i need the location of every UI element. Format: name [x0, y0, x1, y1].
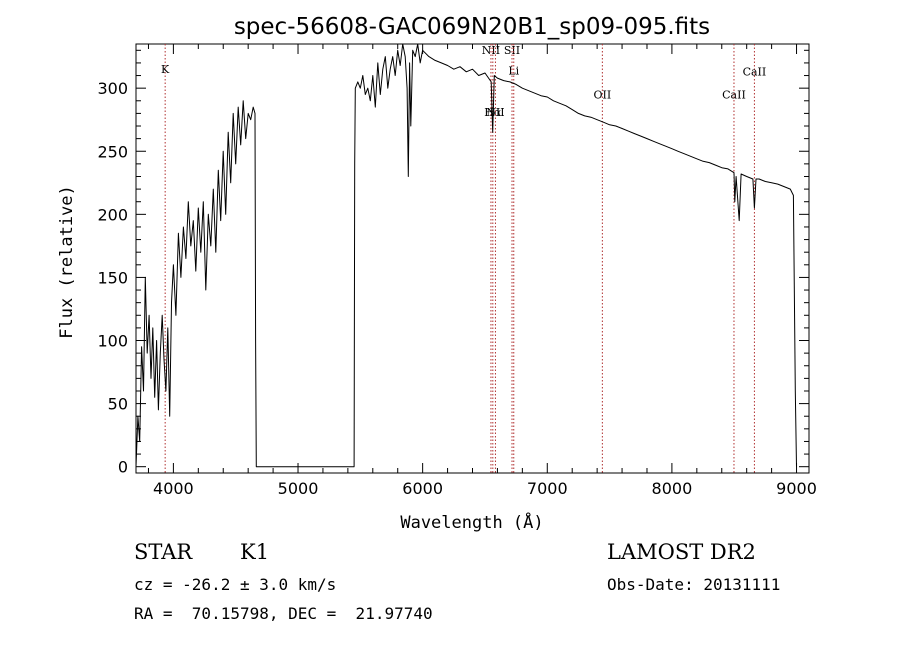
y-tick-label: 200: [97, 205, 128, 224]
y-tick-label: 250: [97, 142, 128, 161]
x-tick-label: 5000: [278, 479, 319, 498]
x-tick-label: 7000: [527, 479, 568, 498]
spectral-line-label: Li: [508, 64, 519, 77]
y-tick-label: 100: [97, 332, 128, 351]
chart-title: spec-56608-GAC069N20B1_sp09-095.fits: [234, 14, 710, 40]
x-tick-label: 9000: [776, 479, 817, 498]
x-tick-label: 4000: [153, 479, 194, 498]
survey-name: LAMOST DR2: [607, 540, 756, 564]
x-tick-label: 6000: [402, 479, 443, 498]
spectral-line-label: K: [161, 63, 170, 76]
spectral-line-label: NII: [482, 44, 500, 57]
y-tick-label: 50: [108, 395, 128, 414]
spectral-line-label: CaII: [743, 66, 767, 79]
observation-date: Obs-Date: 20131111: [607, 575, 781, 594]
x-axis-label: Wavelength (Å): [400, 511, 543, 533]
object-class: STAR: [134, 540, 193, 564]
spectral-line-label: NII: [486, 106, 504, 119]
object-subclass: K1: [240, 540, 270, 564]
spectral-line-label: CaII: [722, 88, 746, 101]
spectral-line-label: SII: [504, 44, 520, 57]
spectral-line-label: OII: [594, 88, 612, 101]
redshift-cz: cz = -26.2 ± 3.0 km/s: [134, 575, 337, 594]
y-axis-label: Flux (relative): [57, 185, 77, 339]
plot-frame: [135, 43, 810, 474]
ra-dec: RA = 70.15798, DEC = 21.97740: [134, 604, 433, 623]
y-tick-label: 300: [97, 79, 128, 98]
y-tick-label: 0: [118, 458, 128, 477]
spectrum-series-line: [135, 43, 797, 468]
x-tick-label: 8000: [652, 479, 693, 498]
y-tick-label: 150: [97, 268, 128, 287]
